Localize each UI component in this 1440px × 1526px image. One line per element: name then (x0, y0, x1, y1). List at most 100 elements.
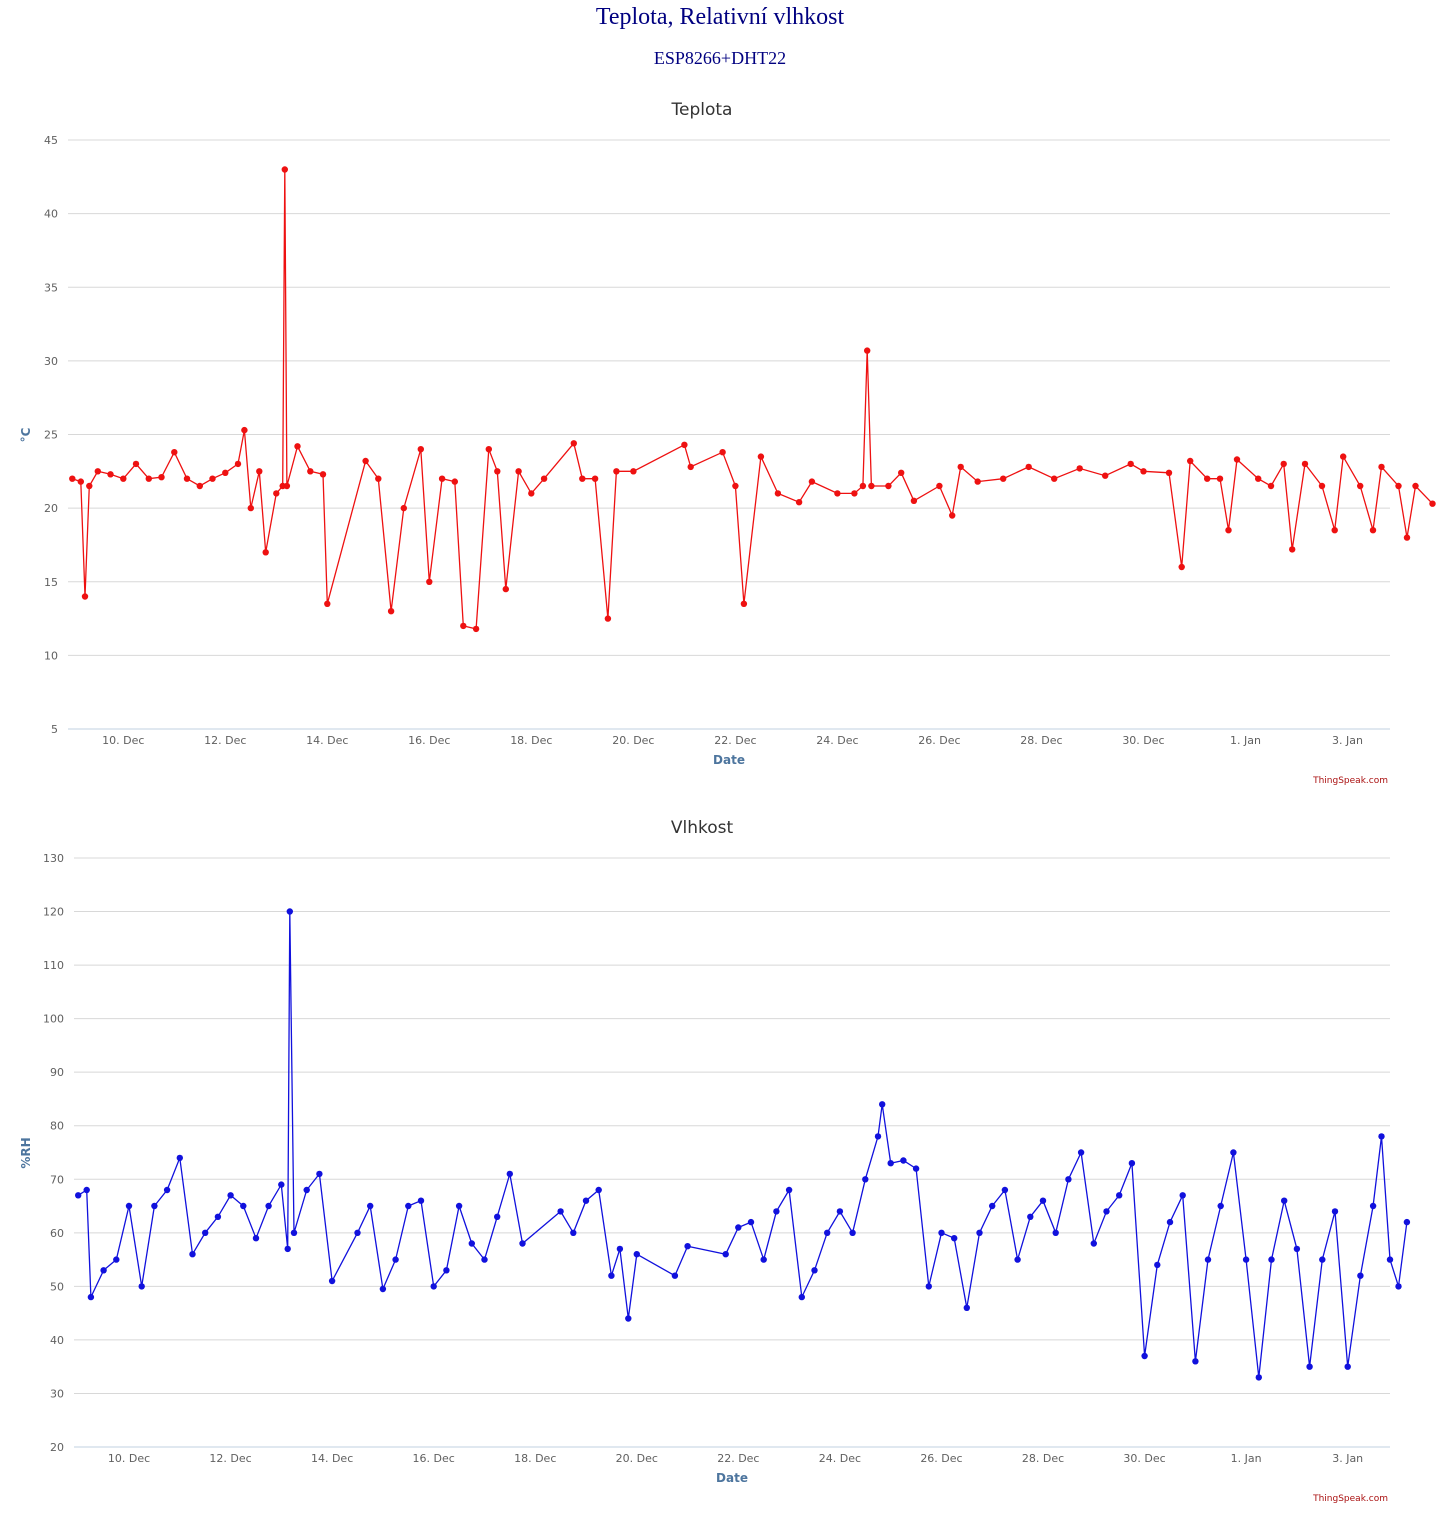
data-point (1225, 527, 1232, 534)
data-point (540, 475, 548, 482)
data-point (1369, 527, 1377, 534)
data-point (138, 1283, 145, 1290)
y-axis-title-vlhkost: %RH (19, 1137, 33, 1168)
data-point (1319, 1256, 1326, 1263)
data-point (1204, 475, 1211, 482)
y-tick-label: 120 (43, 906, 64, 919)
data-point (515, 468, 522, 475)
data-point (898, 469, 905, 476)
data-point (1281, 1197, 1288, 1204)
data-point (633, 1251, 640, 1258)
data-point (1000, 475, 1007, 482)
x-tick-label: 16. Dec (413, 1452, 455, 1465)
data-point (963, 1304, 970, 1311)
data-point (113, 1256, 120, 1263)
data-point (214, 1213, 222, 1220)
data-point (222, 469, 229, 476)
data-point (625, 1315, 632, 1322)
data-point (925, 1283, 932, 1290)
data-point (443, 1267, 450, 1274)
y-tick-label: 80 (50, 1120, 64, 1133)
data-point (362, 457, 369, 465)
data-point (284, 1245, 291, 1253)
data-point (176, 1154, 183, 1162)
x-tick-label: 18. Dec (510, 734, 552, 747)
x-tick-label: 24. Dec (819, 1452, 861, 1465)
data-point (494, 468, 501, 475)
data-point (1140, 468, 1147, 475)
x-tick-label: 22. Dec (717, 1452, 759, 1465)
data-point (1179, 1192, 1186, 1199)
data-point (1233, 456, 1241, 463)
chart-vlhkost: Vlhkost 20 30 40 50 60 70 80 90 100 110 120 130 10.… (19, 818, 1411, 1504)
data-point (227, 1192, 234, 1199)
data-point (868, 482, 875, 490)
y-tick-label: 50 (50, 1280, 64, 1293)
data-point (773, 1208, 780, 1215)
y-tick-labels-teplota: 5 10 15 20 25 30 35 40 45 (44, 134, 58, 736)
data-point (557, 1208, 564, 1215)
data-point (286, 908, 293, 915)
data-point (438, 475, 446, 482)
data-point (262, 549, 269, 556)
series-teplota (69, 166, 1436, 633)
data-point (732, 482, 739, 490)
data-point (256, 468, 263, 475)
x-tick-label: 20. Dec (616, 1452, 658, 1465)
data-point (740, 600, 748, 607)
data-point (1340, 453, 1347, 460)
credits-link-teplota[interactable]: ThingSpeak.com (1312, 776, 1388, 786)
data-point (1187, 457, 1194, 465)
data-point (316, 1170, 323, 1178)
data-point (1154, 1261, 1161, 1269)
data-point (379, 1285, 387, 1293)
data-point (1378, 1133, 1385, 1140)
data-point (1403, 1218, 1411, 1226)
data-point (100, 1267, 107, 1274)
data-point (834, 490, 841, 497)
data-point (1357, 482, 1364, 490)
data-point (1077, 1149, 1085, 1156)
data-point (1357, 1272, 1364, 1279)
data-point (1318, 482, 1326, 490)
data-point (630, 468, 637, 475)
x-tick-label: 30. Dec (1123, 1452, 1165, 1465)
data-point (757, 453, 765, 460)
data-point (158, 474, 165, 481)
data-point (582, 1197, 590, 1204)
data-point (1216, 475, 1224, 482)
y-tick-label: 40 (50, 1334, 64, 1347)
data-point (120, 475, 127, 482)
data-point (75, 1192, 82, 1199)
x-tick-label: 3. Jan (1332, 1452, 1363, 1465)
y-tick-labels-vlhkost: 20 30 40 50 60 70 80 90 100 110 120 130 (43, 852, 64, 1454)
data-point (1331, 527, 1338, 534)
data-point (202, 1229, 209, 1236)
data-point (1268, 1256, 1275, 1263)
y-tick-label: 110 (43, 959, 64, 972)
data-point (1369, 1202, 1377, 1210)
y-grid-vlhkost (74, 857, 1390, 1394)
x-tick-label: 18. Dec (514, 1452, 556, 1465)
data-point (851, 490, 858, 497)
data-point (1127, 460, 1134, 468)
data-point (273, 490, 280, 497)
data-point (77, 478, 85, 485)
credits-link-vlhkost[interactable]: ThingSpeak.com (1312, 1494, 1388, 1504)
data-point (613, 468, 620, 475)
chart-title-vlhkost: Vlhkost (671, 818, 734, 838)
page-subtitle: ESP8266+DHT22 (653, 48, 787, 68)
data-point (1395, 482, 1402, 490)
data-point (405, 1202, 412, 1210)
data-point (936, 482, 943, 490)
data-point (949, 512, 956, 519)
data-point (862, 1176, 869, 1183)
data-point (367, 1202, 374, 1210)
x-axis-title-vlhkost: Date (716, 1471, 748, 1485)
y-tick-label: 40 (44, 208, 58, 221)
data-point (1412, 482, 1419, 490)
data-point (900, 1157, 907, 1164)
data-point (502, 585, 509, 593)
data-point (1378, 463, 1385, 471)
data-point (616, 1245, 624, 1253)
